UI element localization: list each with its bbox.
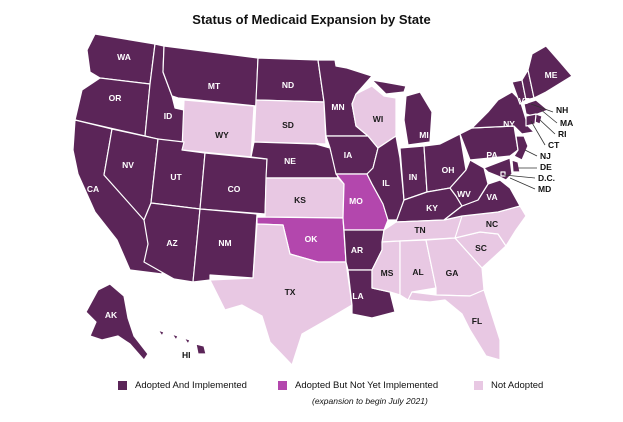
state-md [483,157,513,181]
state-fl [407,289,501,361]
state-tx [209,223,353,366]
legend-swatch-adopted [118,381,127,390]
label-mi: MI [419,130,428,140]
legend-label-pending: Adopted But Not Yet Implemented [295,380,439,391]
label-tx: TX [285,287,296,297]
label-ca: CA [87,184,99,194]
leader-lines [503,103,558,190]
label-oh: OH [442,165,455,175]
legend-swatch-pending [278,381,287,390]
label-mt: MT [208,81,221,91]
label-ia: IA [344,150,353,160]
legend-note-pending: (expansion to begin July 2021) [312,396,428,406]
label-ks: KS [294,195,306,205]
label-sd: SD [282,120,294,130]
label-ut: UT [170,172,182,182]
label-ar: AR [351,245,363,255]
label-il: IL [382,178,390,188]
legend-item-adopted: Adopted And Implemented [118,380,247,391]
state-de [511,159,521,173]
label-hi: HI [182,350,191,360]
us-map: WA OR CA ID NV MT WY UT AZ CO NM ND SD N… [72,33,573,366]
legend-item-not-adopted: Not Adopted [474,380,543,391]
state-hi [157,329,207,355]
label-ms: MS [381,268,394,278]
label-ny: NY [503,119,515,129]
state-mi [371,79,433,146]
label-mn: MN [331,102,344,112]
label-pa: PA [486,150,497,160]
label-ne: NE [284,156,296,166]
label-nm: NM [218,238,231,248]
label-nd: ND [282,80,294,90]
label-nv: NV [122,160,134,170]
state-nj [513,135,529,161]
state-sd [253,99,327,145]
label-tn: TN [414,225,425,235]
label-ok: OK [305,234,319,244]
state-wv [449,159,489,207]
legend-label-not-adopted: Not Adopted [491,380,544,391]
label-me: ME [545,70,558,80]
label-mo: MO [349,196,363,206]
legend: Adopted And Implemented Adopted But Not … [0,380,623,420]
label-fl: FL [472,316,482,326]
label-nh: NH [556,105,568,115]
label-id: ID [164,111,173,121]
state-ma [523,99,549,117]
label-dc: D.C. [538,173,555,183]
map-title: Status of Medicaid Expansion by State [192,12,431,27]
legend-label-adopted: Adopted And Implemented [135,380,247,391]
label-in: IN [409,172,418,182]
label-ky: KY [426,203,438,213]
state-il [366,135,405,221]
label-wa: WA [117,52,131,62]
label-ct: CT [548,140,560,150]
label-az: AZ [166,238,177,248]
label-wy: WY [215,130,229,140]
label-vt: VT [519,96,531,106]
state-ny [471,91,535,135]
state-ct [525,113,537,127]
label-sc: SC [475,243,487,253]
label-ma: MA [560,118,573,128]
state-nm [192,208,258,283]
label-wi: WI [373,114,383,124]
label-la: LA [352,291,363,301]
label-nc: NC [486,219,498,229]
label-nj: NJ [540,151,551,161]
state-ak [85,283,149,361]
state-wy [181,99,255,158]
label-al: AL [412,267,423,277]
label-or: OR [109,93,122,103]
state-mt [162,45,259,107]
legend-swatch-not-adopted [474,381,483,390]
label-ak: AK [105,310,118,320]
label-co: CO [228,184,241,194]
label-de: DE [540,162,552,172]
label-wv: WV [457,189,471,199]
legend-item-pending: Adopted But Not Yet Implemented [278,380,438,391]
label-ri: RI [558,129,567,139]
state-me [527,45,573,99]
label-ga: GA [446,268,459,278]
label-md: MD [538,184,551,194]
label-va: VA [486,192,497,202]
